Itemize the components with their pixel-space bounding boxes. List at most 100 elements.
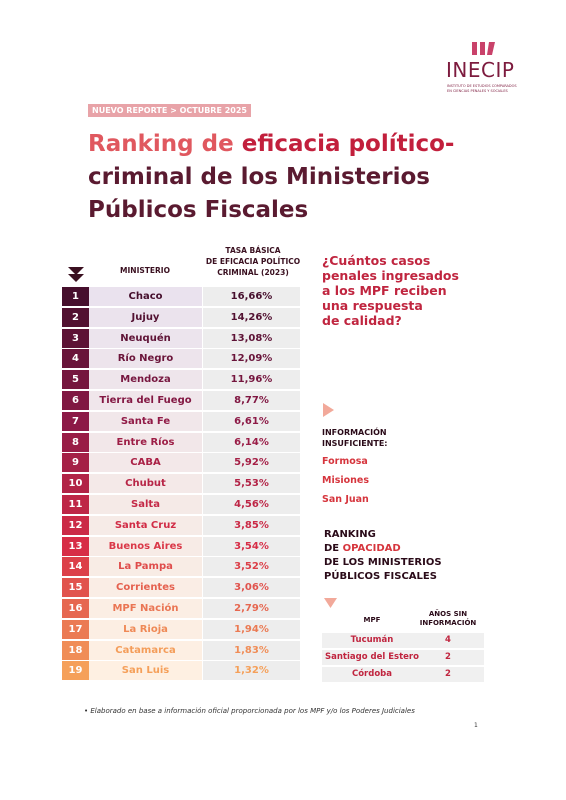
header-tasa: TASA BÁSICA DE EFICACIA POLÍTICO CRIMINA… xyxy=(203,245,303,278)
rank-cell: 2 xyxy=(62,307,89,327)
table-row: 3 Neuquén 13,08% xyxy=(62,328,302,348)
opacity-title-line: PÚBLICOS FISCALES xyxy=(324,571,437,582)
rank-cell: 1 xyxy=(62,287,89,306)
table-row: 14 La Pampa 3,52% xyxy=(62,557,302,577)
rank-cell: 7 xyxy=(62,411,89,431)
opacity-header-line: INFORMACIÓN xyxy=(419,619,477,627)
ministry-cell: San Luis xyxy=(89,661,202,681)
ministry-cell: Santa Fe xyxy=(89,411,202,431)
question-line: ¿Cuántos casos xyxy=(322,253,431,268)
question-line: penales ingresados xyxy=(322,268,459,283)
table-row: 1 Chaco 16,66% xyxy=(62,287,302,306)
opacity-row-bg xyxy=(322,633,484,648)
header-line: TASA BÁSICA xyxy=(225,246,281,255)
rank-cell: 6 xyxy=(62,391,89,410)
table-row: 19 San Luis 1,32% xyxy=(62,661,302,681)
rank-cell: 18 xyxy=(62,640,89,660)
opacity-title-part: DE xyxy=(324,543,340,554)
rate-cell: 5,53% xyxy=(203,474,300,494)
opacity-years: 2 xyxy=(445,652,451,662)
ministry-cell: Tierra del Fuego xyxy=(89,391,202,410)
table-row: 12 Santa Cruz 3,85% xyxy=(62,515,302,535)
triangle-right xyxy=(323,403,334,417)
insufficient-title: INFORMACIÓN INSUFICIENTE: xyxy=(322,427,388,449)
opacity-title-part: OPACIDAD xyxy=(342,543,401,554)
table-row: 4 Río Negro 12,09% xyxy=(62,349,302,369)
ministry-cell: Chaco xyxy=(89,287,202,306)
rank-cell: 11 xyxy=(62,495,89,514)
table-row: 17 La Rioja 1,94% xyxy=(62,619,302,639)
ministry-cell: Mendoza xyxy=(89,370,202,390)
logo-subtitle-line: EN CIENCIAS PENALES Y SOCIALES xyxy=(447,89,508,93)
ministry-cell: La Rioja xyxy=(89,619,202,639)
opacity-years: 2 xyxy=(445,669,451,679)
title-part: Ranking de xyxy=(88,131,234,157)
rank-cell: 17 xyxy=(62,619,89,639)
ministry-cell: Chubut xyxy=(89,474,202,494)
rank-cell: 13 xyxy=(62,536,89,556)
rate-cell: 2,79% xyxy=(203,599,300,618)
opacity-header-line: AÑOS SIN xyxy=(428,610,468,618)
ministry-cell: La Pampa xyxy=(89,557,202,577)
header-line: CRIMINAL (2023) xyxy=(217,268,289,277)
rate-cell: 16,66% xyxy=(203,287,300,306)
question-line: una respuesta xyxy=(322,298,423,313)
rate-cell: 11,96% xyxy=(203,370,300,390)
title: Ranking de eficacia político- criminal d… xyxy=(88,128,454,227)
table-row: 7 Santa Fe 6,61% xyxy=(62,411,302,431)
ministry-cell: Catamarca xyxy=(89,640,202,660)
rank-cell: 19 xyxy=(62,661,89,681)
rate-cell: 4,56% xyxy=(203,495,300,514)
header-ministerio: MINISTERIO xyxy=(120,266,170,275)
table-row: 18 Catamarca 1,83% xyxy=(62,640,302,660)
insufficient-item: San Juan xyxy=(322,494,369,505)
opacity-title: RANKING DE OPACIDAD DE LOS MINISTERIOS P… xyxy=(324,528,442,584)
table-row: 10 Chubut 5,53% xyxy=(62,474,302,494)
ministry-cell: Buenos Aires xyxy=(89,536,202,556)
opacity-header: AÑOS SIN INFORMACIÓN xyxy=(410,610,486,628)
rate-cell: 13,08% xyxy=(203,328,300,348)
rank-cell: 8 xyxy=(62,432,89,452)
opacity-title-line: RANKING xyxy=(324,529,376,540)
rate-cell: 6,14% xyxy=(203,432,300,452)
opacity-title-line: DE LOS MINISTERIOS xyxy=(324,557,442,568)
rate-cell: 8,77% xyxy=(203,391,300,410)
insufficient-line: INFORMACIÓN xyxy=(322,428,387,437)
rate-cell: 1,83% xyxy=(203,640,300,660)
insufficient-line: INSUFICIENTE: xyxy=(322,439,388,448)
insufficient-list: Formosa Misiones San Juan xyxy=(322,452,369,509)
ministry-cell: Entre Ríos xyxy=(89,432,202,452)
opacity-mpf: Córdoba xyxy=(351,669,392,679)
rate-cell: 3,54% xyxy=(203,536,300,556)
question-line: a los MPF reciben xyxy=(322,283,447,298)
opacity-row-bg xyxy=(322,650,484,665)
rank-cell: 9 xyxy=(62,453,89,473)
logo-subtitle: INSTITUTO DE ESTUDIOS COMPARADOS EN CIEN… xyxy=(447,84,517,94)
table-row: 8 Entre Ríos 6,14% xyxy=(62,432,302,452)
rank-cell: 3 xyxy=(62,328,89,348)
rate-cell: 6,61% xyxy=(203,411,300,431)
rate-cell: 5,92% xyxy=(203,453,300,473)
triangle-down xyxy=(324,598,337,608)
rate-cell: 14,26% xyxy=(203,307,300,327)
rate-cell: 12,09% xyxy=(203,349,300,369)
header-line: DE EFICACIA POLÍTICO xyxy=(205,257,301,266)
logo-text: INECIP xyxy=(446,58,515,82)
title-part: criminal de los Ministerios xyxy=(88,164,430,190)
rate-cell: 1,94% xyxy=(203,619,300,639)
rank-cell: 15 xyxy=(62,578,89,598)
table-row: 2 Jujuy 14,26% xyxy=(62,307,302,327)
title-part: eficacia político- xyxy=(241,131,455,157)
page-number: 1 xyxy=(474,722,478,729)
footnote: • Elaborado en base a información oficia… xyxy=(84,707,415,715)
rank-cell: 4 xyxy=(62,349,89,369)
rank-cell: 14 xyxy=(62,557,89,577)
rank-cell: 12 xyxy=(62,515,89,535)
rank-cell: 5 xyxy=(62,370,89,390)
ministry-cell: MPF Nación xyxy=(89,599,202,618)
table-row: 15 Corrientes 3,06% xyxy=(62,578,302,598)
opacity-row-bg xyxy=(322,667,484,682)
ministry-cell: Corrientes xyxy=(89,578,202,598)
opacity-years: 4 xyxy=(445,635,451,645)
